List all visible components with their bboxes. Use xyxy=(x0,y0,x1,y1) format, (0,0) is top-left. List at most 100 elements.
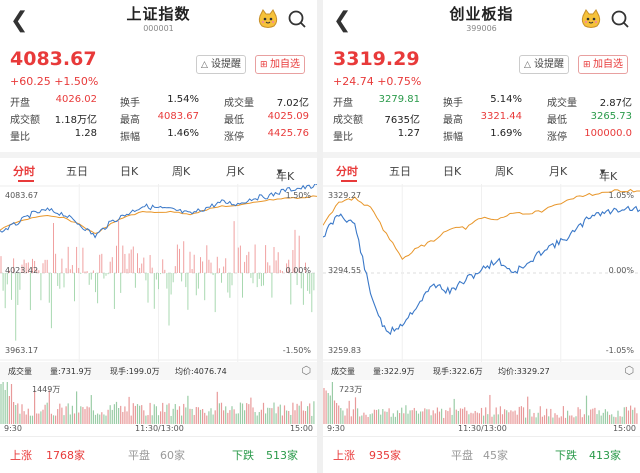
stats-row: 量比 1.28 振幅 1.46% 涨停 4425.76 xyxy=(10,128,311,145)
stat-value: 1.27 xyxy=(397,128,420,139)
stat-label: 量比 xyxy=(333,132,353,143)
stat-label: 最低 xyxy=(547,115,567,126)
tab-monthly-k[interactable]: 月K xyxy=(226,165,245,178)
stats-row: 开盘 3279.81 换手 5.14% 成交量 2.87亿 xyxy=(333,94,634,111)
axis-bottom-left: 3963.17 xyxy=(5,346,39,355)
chevron-left-icon[interactable]: ❮ xyxy=(10,8,29,33)
stat-value: 4425.76 xyxy=(267,128,309,139)
market-breadth: 上涨 1768家 平盘 60家 下跌 513家 xyxy=(0,436,317,473)
add-watchlist-button[interactable]: ⊞ 加自选 xyxy=(255,55,305,74)
tab-daily-k[interactable]: 日K xyxy=(120,165,139,178)
set-alert-button[interactable]: △ 设提醒 xyxy=(196,55,246,74)
volume-label: 成交量 xyxy=(331,367,355,376)
chevron-down-icon: ▼ xyxy=(600,168,606,176)
down-count: 413家 xyxy=(589,449,621,462)
up-count: 935家 xyxy=(369,449,401,462)
market-breadth: 上涨 935家 平盘 45家 下跌 413家 xyxy=(323,436,640,473)
stat-label: 涨停 xyxy=(547,132,567,143)
section-separator xyxy=(0,152,317,158)
volume-max: 1449万 xyxy=(32,385,61,394)
stat-label: 最低 xyxy=(224,115,244,126)
price-change: +60.25 +1.50% xyxy=(10,75,99,88)
stat-label: 成交额 xyxy=(333,115,363,126)
time-mid: 11:30/13:00 xyxy=(135,424,184,433)
axis-top-left: 4083.67 xyxy=(5,191,39,200)
add-watchlist-label: 加自选 xyxy=(270,59,300,70)
header: ❮ 上证指数 000001 xyxy=(0,0,317,40)
up-label: 上涨 xyxy=(333,449,355,462)
panel-divider xyxy=(317,0,323,473)
volume-avg-price: 均价:4076.74 xyxy=(175,367,227,376)
stat-value: 5.14% xyxy=(490,94,522,105)
volume-header: 成交量 量:322.9万 现手:322.6万 均价:3329.27 ⬡ xyxy=(323,362,640,380)
volume-current-hand: 现手:199.0万 xyxy=(110,367,160,376)
stat-value: 7635亿 xyxy=(384,115,420,126)
price-line xyxy=(323,205,640,336)
stat-value: 1.18万亿 xyxy=(54,115,97,126)
section-separator xyxy=(323,152,640,158)
volume-amount: 量:322.9万 xyxy=(373,367,415,376)
axis-top-left: 3329.27 xyxy=(328,191,362,200)
plus-box-icon: ⊞ xyxy=(260,60,268,70)
axis-bottom-right: -1.50% xyxy=(282,346,311,355)
tab-five-day[interactable]: 五日 xyxy=(389,165,411,178)
stats-row: 开盘 4026.02 换手 1.54% 成交量 7.02亿 xyxy=(10,94,311,111)
stat-value: 3279.81 xyxy=(378,94,420,105)
stats-row: 量比 1.27 振幅 1.69% 涨停 100000.0 xyxy=(333,128,634,145)
current-price: 4083.67 xyxy=(10,48,97,70)
volume-chart xyxy=(0,382,315,424)
stats-row: 成交额 1.18万亿 最高 4083.67 最低 4025.09 xyxy=(10,111,311,128)
stat-value: 100000.0 xyxy=(584,128,632,139)
chart-tabs: 分时 五日 日K 周K 月K 年K ▼ xyxy=(323,158,640,184)
tab-yearly-k-label: 年K xyxy=(276,170,295,183)
tab-intraday[interactable]: 分时 xyxy=(336,165,358,178)
tab-daily-k[interactable]: 日K xyxy=(443,165,462,178)
stat-value: 2.87亿 xyxy=(599,98,632,109)
settings-icon[interactable]: ⬡ xyxy=(624,364,634,377)
volume-max: 723万 xyxy=(339,385,363,394)
quote-panel-shanghai: ❮ 上证指数 000001 4083.67 +60.25 +1.50% △ 设提醒… xyxy=(0,0,317,473)
down-label: 下跌 xyxy=(555,449,577,462)
index-code: 399006 xyxy=(466,24,497,33)
up-label: 上涨 xyxy=(10,449,32,462)
stat-label: 振幅 xyxy=(120,132,140,143)
tab-yearly-k-label: 年K xyxy=(599,170,618,183)
down-count: 513家 xyxy=(266,449,298,462)
flat-count: 60家 xyxy=(160,449,185,462)
average-line xyxy=(323,188,640,260)
stats-grid: 开盘 3279.81 换手 5.14% 成交量 2.87亿 成交额 7635亿 … xyxy=(333,94,634,145)
search-icon[interactable] xyxy=(610,9,630,29)
cat-mascot-icon[interactable] xyxy=(257,8,279,30)
tab-five-day[interactable]: 五日 xyxy=(66,165,88,178)
axis-mid-left: 4023.42 xyxy=(5,266,39,275)
stats-row: 成交额 7635亿 最高 3321.44 最低 3265.73 xyxy=(333,111,634,128)
average-line xyxy=(0,195,317,235)
bell-icon: △ xyxy=(524,60,531,70)
stat-value: 1.69% xyxy=(490,128,522,139)
quote-panel-chinext: ❮ 创业板指 399006 3319.29 +24.74 +0.75% △ 设提醒… xyxy=(323,0,640,473)
tab-underline xyxy=(18,180,34,182)
chevron-left-icon[interactable]: ❮ xyxy=(333,8,352,33)
tab-weekly-k[interactable]: 周K xyxy=(172,165,191,178)
stat-value: 4083.67 xyxy=(157,111,199,122)
stat-value: 3321.44 xyxy=(480,111,522,122)
intraday-chart[interactable] xyxy=(323,184,640,362)
tab-weekly-k[interactable]: 周K xyxy=(495,165,514,178)
settings-icon[interactable]: ⬡ xyxy=(301,364,311,377)
flat-label: 平盘 xyxy=(128,449,150,462)
search-icon[interactable] xyxy=(287,9,307,29)
add-watchlist-button[interactable]: ⊞ 加自选 xyxy=(578,55,628,74)
stat-value: 3265.73 xyxy=(590,111,632,122)
volume-avg-price: 均价:3329.27 xyxy=(498,367,550,376)
add-watchlist-label: 加自选 xyxy=(593,59,623,70)
tab-intraday[interactable]: 分时 xyxy=(13,165,35,178)
axis-mid-right: 0.00% xyxy=(285,266,311,275)
stat-label: 量比 xyxy=(10,132,30,143)
set-alert-button[interactable]: △ 设提醒 xyxy=(519,55,569,74)
intraday-chart[interactable] xyxy=(0,184,317,362)
tab-monthly-k[interactable]: 月K xyxy=(549,165,568,178)
stat-value: 4025.09 xyxy=(267,111,309,122)
cat-mascot-icon[interactable] xyxy=(580,8,602,30)
stat-label: 成交量 xyxy=(547,98,577,109)
stat-label: 振幅 xyxy=(443,132,463,143)
